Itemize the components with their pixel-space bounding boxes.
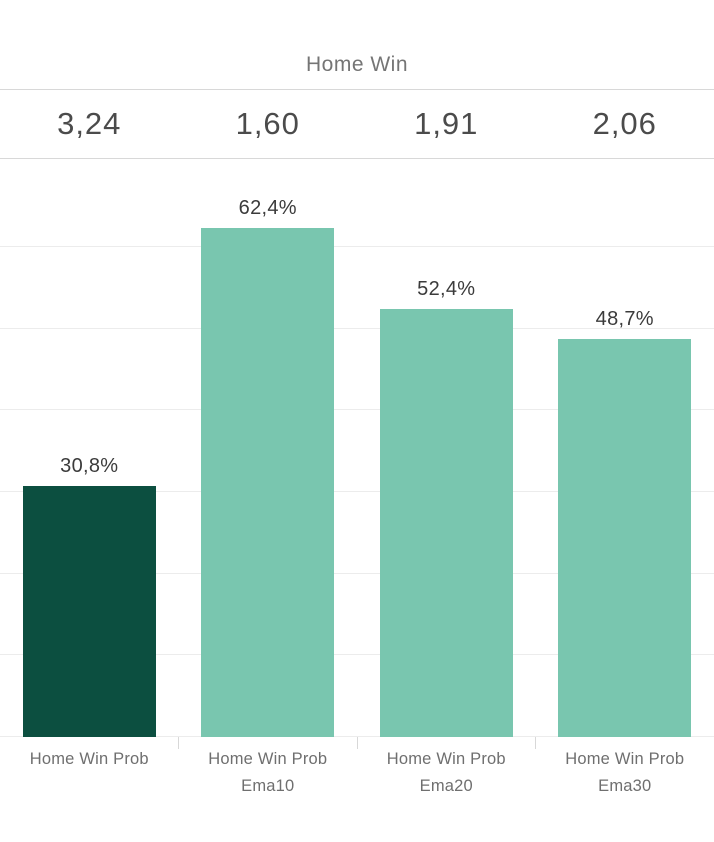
bar-value-label: 52,4% (417, 278, 476, 301)
axis-label-home-win-prob: Home Win Prob (29, 750, 149, 768)
gridline-20pct (0, 572, 714, 574)
gridline-10pct (0, 654, 714, 656)
bar-columns: 30,8% 62,4% 52,4% 48,7% (0, 159, 714, 737)
axis-label-ema30: Home Win Prob Ema30 (565, 750, 685, 795)
bar-chart-pane: 30,8% 62,4% 52,4% 48,7% (0, 159, 714, 737)
odds-value-home-win-prob: 3,24 (57, 106, 122, 141)
axis-tick (535, 737, 536, 749)
x-axis-labels: Home Win Prob Home Win Prob Ema10 Home W… (0, 737, 714, 801)
gridline-60pct (0, 246, 714, 248)
chart-header: Home Win (0, 0, 714, 89)
bar-value-label: 30,8% (60, 454, 119, 477)
column-ema30: 48,7% (536, 159, 714, 737)
header-divider (0, 89, 714, 90)
column-ema20: 52,4% (357, 159, 536, 737)
column-home-win-prob: 30,8% (0, 159, 179, 737)
bar-home-win-prob[interactable] (22, 485, 156, 737)
bar-value-label: 62,4% (238, 196, 297, 219)
column-ema10: 62,4% (179, 159, 358, 737)
axis-tick (357, 737, 358, 749)
chart-title: Home Win (305, 53, 409, 76)
bar-home-win-prob-ema20[interactable] (379, 309, 513, 737)
odds-row: 3,24 1,60 1,91 2,06 (0, 90, 714, 158)
gridline-50pct (0, 327, 714, 329)
gridline-40pct (0, 409, 714, 411)
gridline-30pct (0, 491, 714, 493)
odds-value-ema30: 2,06 (592, 106, 657, 141)
odds-divider (0, 158, 714, 159)
bar-home-win-prob-ema10[interactable] (201, 227, 335, 737)
axis-tick (178, 737, 179, 749)
gridline-0pct (0, 736, 714, 737)
axis-label-ema20: Home Win Prob Ema20 (386, 750, 506, 795)
bar-value-label: 48,7% (595, 308, 654, 331)
odds-value-ema20: 1,91 (414, 106, 479, 141)
odds-value-ema10: 1,60 (235, 106, 300, 141)
axis-label-ema10: Home Win Prob Ema10 (208, 750, 328, 795)
bottom-whitespace (0, 801, 714, 842)
bar-home-win-prob-ema30[interactable] (558, 339, 692, 737)
